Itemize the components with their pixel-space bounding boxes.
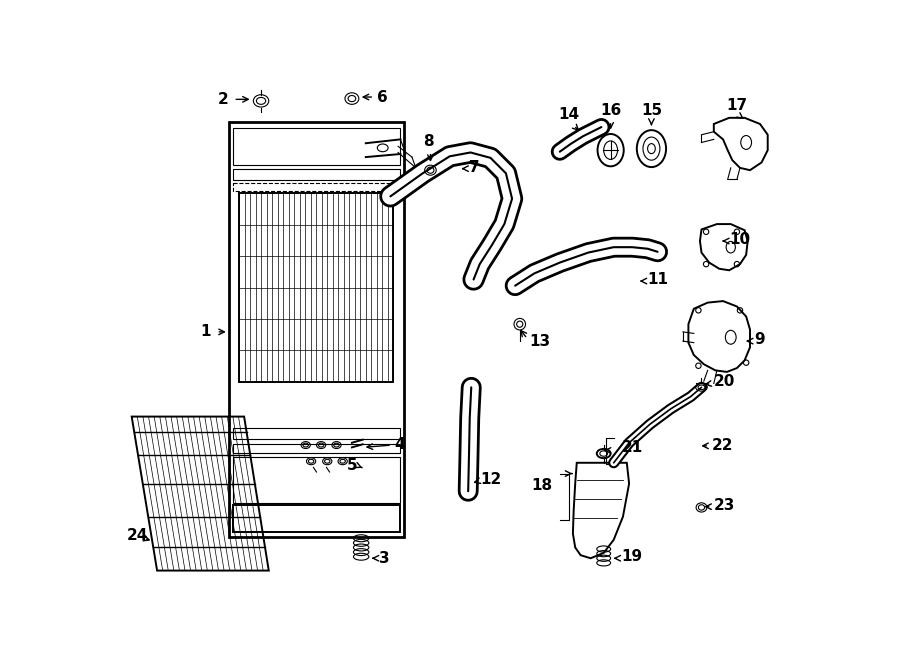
Text: 23: 23: [714, 498, 735, 513]
Text: 15: 15: [641, 103, 662, 118]
Text: 14: 14: [559, 108, 580, 122]
Text: 11: 11: [648, 272, 669, 287]
Text: 3: 3: [379, 551, 390, 566]
Text: 2: 2: [218, 92, 229, 107]
Bar: [233, 128, 400, 165]
Text: 18: 18: [531, 479, 552, 493]
Bar: [233, 444, 400, 453]
Text: 7: 7: [469, 159, 480, 175]
Bar: [239, 193, 393, 382]
Text: 10: 10: [729, 232, 751, 247]
Bar: [233, 183, 400, 191]
Text: 4: 4: [394, 437, 405, 452]
Bar: [233, 457, 400, 503]
Text: 24: 24: [127, 527, 148, 543]
Text: 19: 19: [621, 549, 643, 564]
Text: 22: 22: [712, 438, 733, 453]
Text: 16: 16: [600, 103, 621, 118]
Text: 6: 6: [376, 89, 387, 104]
Bar: [233, 428, 400, 439]
Text: 17: 17: [726, 98, 748, 113]
Text: 20: 20: [714, 373, 735, 389]
Text: 5: 5: [346, 458, 357, 473]
Text: 9: 9: [754, 332, 764, 347]
Bar: [233, 169, 400, 180]
Text: 1: 1: [201, 325, 211, 339]
Bar: [229, 122, 404, 537]
Text: 12: 12: [481, 472, 502, 487]
Text: 21: 21: [621, 440, 643, 455]
Bar: [233, 505, 400, 532]
Text: 13: 13: [529, 334, 550, 348]
Text: 8: 8: [424, 134, 434, 149]
